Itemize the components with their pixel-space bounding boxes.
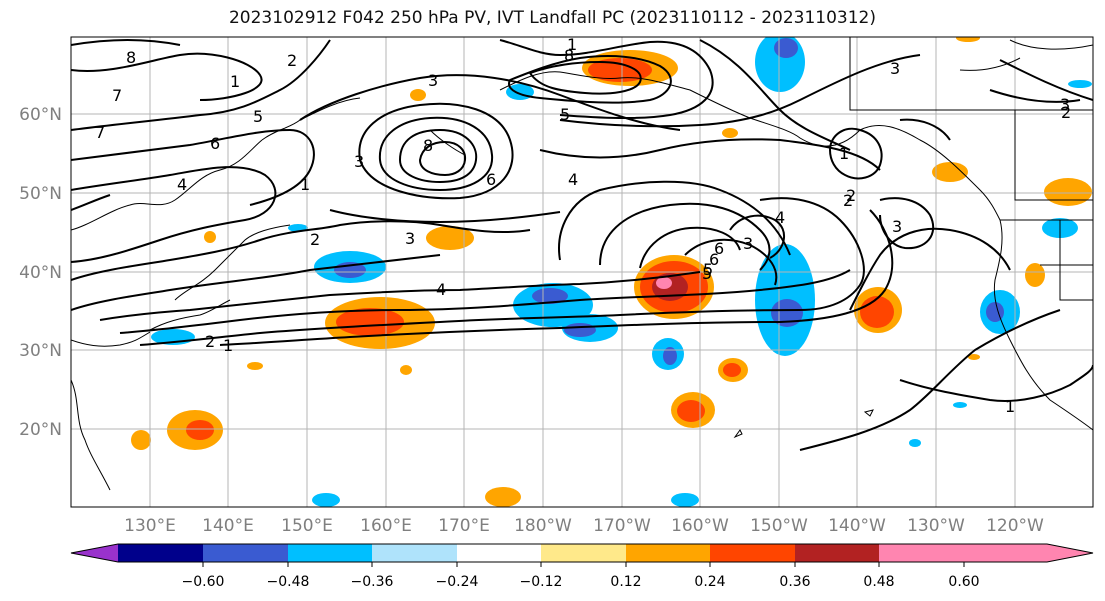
- contour-label: 4: [177, 175, 187, 194]
- colorbar-tick-label: −0.36: [351, 574, 394, 590]
- colorbar-tick-label: −0.12: [520, 574, 563, 590]
- colorbar-swatch: [964, 544, 1047, 562]
- lon-label: 180°W: [514, 516, 572, 536]
- lon-label: 160°W: [671, 516, 729, 536]
- map-border: [70, 36, 1094, 508]
- colorbar-tick-label: 0.24: [694, 574, 725, 590]
- contour-labels: 8 7 1 2 3 8 7 6 5 4 1 3 2 1 5 8 6 6 5 4 …: [95, 35, 1071, 416]
- contour-label: 1: [567, 35, 577, 54]
- lon-label: 130°W: [907, 516, 965, 536]
- colorbar-swatch: [795, 544, 879, 562]
- contour-label: 4: [775, 208, 785, 227]
- colorbar-swatch: [288, 544, 372, 562]
- contour-label: 7: [95, 123, 105, 142]
- lat-label: 30°N: [19, 341, 62, 361]
- lat-label: 60°N: [19, 105, 62, 125]
- contour-label: 5: [253, 107, 263, 126]
- contour-label: 1: [230, 72, 240, 91]
- colorbar-swatch: [626, 544, 710, 562]
- lat-label: 50°N: [19, 184, 62, 204]
- longitude-labels: 130°E 140°E 150°E 160°E 170°E 180°W 170°…: [124, 516, 1044, 536]
- colorbar: −0.60 −0.48 −0.36 −0.24 −0.12 0.12 0.24 …: [70, 543, 1094, 590]
- contour-label: 7: [112, 86, 122, 105]
- contour-label: 1: [223, 336, 233, 355]
- ivt-anomaly-shading: [131, 37, 1092, 507]
- lon-label: 140°W: [828, 516, 886, 536]
- lon-label: 120°W: [986, 516, 1044, 536]
- contour-label: 6: [714, 239, 724, 258]
- lon-label: 150°W: [750, 516, 808, 536]
- lat-label: 20°N: [19, 420, 62, 440]
- lon-label: 130°E: [124, 516, 176, 536]
- contour-label: 5: [703, 260, 713, 279]
- contour-label: 2: [1061, 103, 1071, 122]
- contour-label: 1: [1005, 397, 1015, 416]
- colorbar-swatch: [372, 544, 457, 562]
- colorbar-tick-label: 0.60: [948, 574, 979, 590]
- colorbar-swatch: [118, 544, 203, 562]
- colorbar-swatch: [710, 544, 795, 562]
- contour-label: 1: [300, 175, 310, 194]
- contour-label: 8: [423, 136, 433, 155]
- contour-label: 1: [839, 144, 849, 163]
- contour-label: 5: [560, 105, 570, 124]
- contour-label: 3: [890, 59, 900, 78]
- contour-label: 2: [843, 191, 853, 210]
- contour-label: 3: [354, 152, 364, 171]
- contour-label: 8: [126, 48, 136, 67]
- colorbar-tick-label: 0.48: [863, 574, 894, 590]
- graticule: [71, 37, 1093, 507]
- latitude-labels: 60°N 50°N 40°N 30°N 20°N: [19, 105, 62, 440]
- contour-label: 6: [210, 134, 220, 153]
- pv-contours: [71, 39, 1093, 451]
- contour-label: 5: [702, 264, 712, 283]
- contour-label: 6: [709, 250, 719, 269]
- contour-label: 8: [564, 46, 574, 65]
- lon-label: 160°E: [360, 516, 412, 536]
- contour-label: 3: [1060, 95, 1070, 114]
- lat-label: 40°N: [19, 263, 62, 283]
- contour-label: 3: [428, 71, 438, 90]
- lon-label: 170°W: [593, 516, 651, 536]
- colorbar-swatch: [203, 544, 288, 562]
- lon-label: 170°E: [438, 516, 490, 536]
- lon-label: 140°E: [202, 516, 254, 536]
- lon-label: 150°E: [281, 516, 333, 536]
- colorbar-extend-low: [71, 544, 118, 562]
- colorbar-tick-label: 0.12: [610, 574, 641, 590]
- map-title: 2023102912 F042 250 hPa PV, IVT Landfall…: [228, 8, 876, 28]
- contour-label: 3: [743, 234, 753, 253]
- contour-label: 2: [310, 230, 320, 249]
- colorbar-swatch: [879, 544, 964, 562]
- contour-label: 2: [846, 186, 856, 205]
- contour-label: 2: [287, 51, 297, 70]
- colorbar-tick-label: −0.60: [182, 574, 225, 590]
- colorbar-tick-label: 0.36: [779, 574, 810, 590]
- colorbar-swatch: [457, 544, 541, 562]
- colorbar-tick-label: −0.48: [267, 574, 310, 590]
- contour-label: 3: [892, 217, 902, 236]
- contour-label: 4: [436, 280, 446, 299]
- contour-label: 2: [205, 332, 215, 351]
- colorbar-tick-label: −0.24: [436, 574, 479, 590]
- contour-label: 6: [486, 170, 496, 189]
- contour-label: 3: [405, 229, 415, 248]
- colorbar-swatch: [541, 544, 626, 562]
- colorbar-extend-high: [1047, 544, 1093, 562]
- contour-label: 4: [568, 170, 578, 189]
